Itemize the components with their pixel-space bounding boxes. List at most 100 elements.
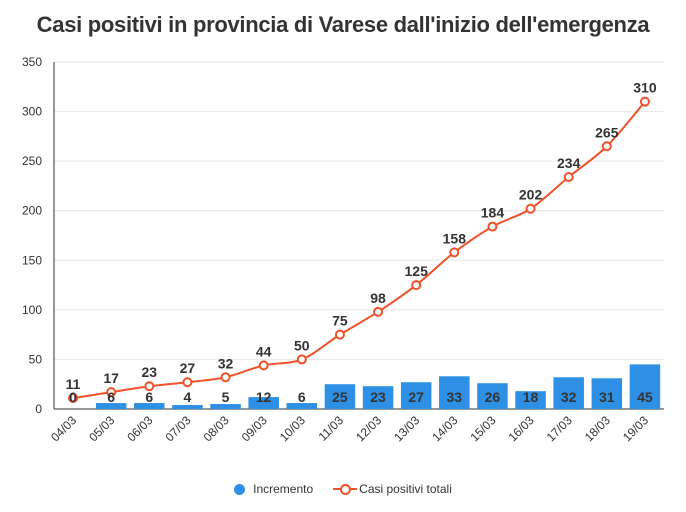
chart-title: Casi positivi in provincia di Varese dal… — [36, 12, 650, 37]
line-point — [563, 172, 574, 183]
bar-data-label: 18 — [523, 389, 539, 405]
x-tick-label: 15/03 — [467, 413, 498, 444]
x-tick-label: 04/03 — [48, 413, 79, 444]
line-data-label: 158 — [443, 230, 467, 246]
y-tick-label: 50 — [29, 352, 43, 366]
line-data-label: 125 — [405, 263, 429, 279]
line-point — [334, 329, 345, 340]
line-point — [106, 387, 117, 398]
legend-line-swatch — [333, 483, 358, 495]
line-point — [68, 393, 79, 404]
bar-data-label: 25 — [332, 389, 348, 405]
line-point — [639, 96, 650, 107]
bar — [286, 403, 318, 409]
bar — [553, 377, 584, 409]
line-data-label: 234 — [557, 155, 581, 171]
bar — [248, 397, 279, 409]
y-tick-label: 350 — [22, 55, 42, 69]
bar — [95, 403, 127, 409]
line-point — [144, 381, 155, 392]
y-axis-ticks: 0 50 100 150 200 250 300 350 — [22, 55, 42, 416]
bar — [172, 405, 203, 409]
series-line — [72, 101, 646, 400]
bar — [324, 384, 356, 409]
x-tick-label: 17/03 — [544, 413, 575, 444]
y-tick-label: 300 — [22, 105, 42, 119]
bar — [210, 404, 241, 409]
line-point — [182, 377, 193, 388]
line-data-label: 310 — [633, 80, 657, 96]
x-axis-ticks: 04/03 05/03 06/03 07/03 08/03 09/03 10/03 11/03… — [48, 413, 651, 444]
y-tick-label: 150 — [22, 253, 42, 267]
bar-data-label: 6 — [145, 389, 153, 405]
line-series — [68, 96, 650, 404]
grid-lines — [53, 61, 664, 410]
bar — [477, 383, 508, 409]
bar-series — [95, 364, 661, 409]
line-point — [373, 306, 384, 317]
x-tick-label: 14/03 — [429, 413, 460, 444]
y-tick-label: 200 — [22, 204, 42, 218]
line-point — [411, 280, 422, 291]
bar-data-label: 6 — [107, 389, 115, 405]
x-tick-label: 18/03 — [582, 413, 613, 444]
y-tick-label: 0 — [35, 402, 42, 416]
bar — [134, 403, 165, 409]
bar — [515, 391, 546, 409]
line-data-label: 98 — [370, 290, 386, 306]
x-tick-label: 09/03 — [239, 413, 270, 444]
bar — [439, 376, 470, 409]
line-data-label: 50 — [294, 337, 310, 353]
line-data-label: 44 — [256, 343, 272, 359]
x-tick-label: 05/03 — [86, 413, 117, 444]
line-point — [525, 203, 536, 214]
line-point — [601, 141, 612, 152]
line-point — [258, 360, 269, 371]
x-tick-label: 08/03 — [201, 413, 232, 444]
bar-data-label: 31 — [599, 389, 615, 405]
line-data-label: 23 — [142, 364, 158, 380]
bar — [400, 382, 432, 409]
x-tick-label: 10/03 — [277, 413, 308, 444]
line-data-label: 27 — [180, 360, 196, 376]
x-tick-label: 16/03 — [506, 413, 537, 444]
x-tick-label: 12/03 — [353, 413, 384, 444]
bar-data-label: 32 — [561, 389, 577, 405]
legend-label-casi-totali: Casi positivi totali — [359, 482, 452, 496]
bar-data-label: 26 — [485, 389, 501, 405]
line-data-label: 202 — [519, 187, 543, 203]
x-tick-label: 07/03 — [162, 413, 193, 444]
bar-data-label: 4 — [184, 389, 192, 405]
line-point — [449, 247, 460, 258]
legend-item-incremento[interactable]: Incremento — [234, 482, 313, 496]
bar-data-label: 0 — [69, 389, 77, 405]
x-tick-label: 13/03 — [391, 413, 422, 444]
x-tick-label: 11/03 — [316, 413, 347, 444]
bar-data-label: 27 — [408, 389, 424, 405]
bar-data-label: 45 — [637, 389, 653, 405]
y-tick-label: 250 — [22, 154, 42, 168]
line-data-label: 32 — [218, 355, 234, 371]
line-data-label: 75 — [332, 313, 348, 329]
bar — [629, 364, 661, 409]
bar-data-label: 12 — [256, 389, 272, 405]
legend-bar-swatch — [234, 483, 246, 495]
x-tick-label: 19/03 — [620, 413, 651, 444]
line-point — [296, 354, 307, 365]
bar-data-label: 5 — [222, 389, 230, 405]
line-point — [220, 372, 231, 383]
legend: Incremento Casi positivi totali — [0, 482, 686, 496]
bar — [362, 386, 394, 409]
bar-data-label: 23 — [370, 389, 386, 405]
bar-data-label: 33 — [447, 389, 463, 405]
line-data-label: 184 — [481, 205, 505, 221]
line-data-label: 11 — [66, 376, 81, 392]
legend-item-casi-totali[interactable]: Casi positivi totali — [333, 482, 452, 496]
bar-data-label: 6 — [298, 389, 306, 405]
line-point — [487, 221, 498, 232]
y-tick-label: 100 — [22, 303, 42, 317]
bar — [591, 378, 623, 409]
line-data-label: 265 — [595, 124, 619, 140]
